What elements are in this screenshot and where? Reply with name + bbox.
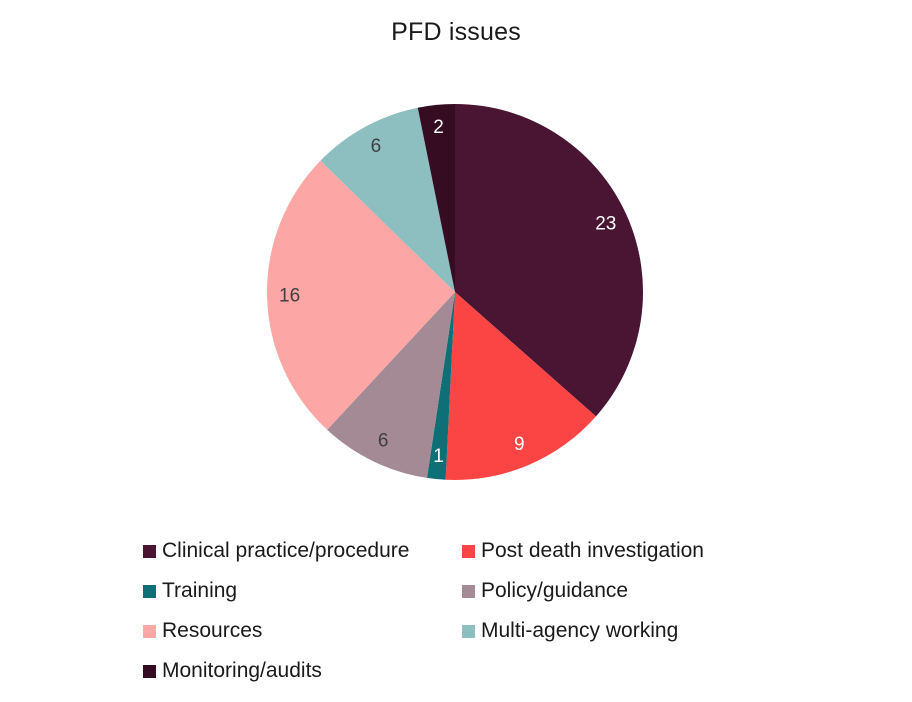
legend-item-policy-guidance: Policy/guidance: [462, 571, 792, 611]
legend-item-multi-agency-working: Multi-agency working: [462, 611, 792, 651]
legend-item-monitoring-audits: Monitoring/audits: [143, 651, 462, 691]
legend-swatch-icon: [143, 624, 156, 638]
legend-label: Clinical practice/procedure: [162, 539, 410, 562]
pie-data-label-resources: 16: [279, 286, 300, 307]
legend-label: Training: [162, 579, 238, 602]
pie-data-label-clinical-practice-procedure: 23: [595, 214, 616, 235]
legend-swatch-icon: [143, 664, 156, 678]
pie-slice-resources: [267, 160, 455, 430]
legend-label: Post death investigation: [481, 539, 704, 562]
pie-slice-training: [426, 292, 455, 480]
pie-slice-multi-agency-working: [320, 107, 455, 292]
pie-data-label-multi-agency-working: 6: [371, 136, 382, 157]
legend-item-clinical-practice-procedure: Clinical practice/procedure: [143, 531, 462, 571]
legend-swatch-icon: [462, 624, 475, 638]
legend-item-training: Training: [143, 571, 462, 611]
legend-swatch-icon: [462, 544, 475, 558]
pie-data-label-post-death-investigation: 9: [514, 434, 525, 455]
legend: Clinical practice/procedure Post death in…: [143, 531, 792, 691]
legend-swatch-icon: [143, 584, 156, 598]
pie-slice-clinical-practice-procedure: [455, 104, 644, 417]
legend-label: Policy/guidance: [481, 579, 629, 602]
pie-data-label-monitoring-audits: 2: [433, 117, 444, 138]
legend-item-resources: Resources: [143, 611, 462, 651]
chart-title: PFD issues: [391, 18, 521, 46]
pie-slice-policy-guidance: [327, 292, 455, 478]
legend-item-post-death-investigation: Post death investigation: [462, 531, 792, 571]
legend-label: Multi-agency working: [481, 619, 679, 642]
legend-label: Monitoring/audits: [162, 659, 322, 682]
pie-data-label-training: 1: [433, 446, 444, 467]
legend-label: Resources: [162, 619, 263, 642]
legend-swatch-icon: [462, 584, 475, 598]
pie-data-label-policy-guidance: 6: [378, 431, 389, 452]
pie-slice-monitoring-audits: [417, 104, 455, 292]
pie-slice-post-death-investigation: [445, 292, 596, 481]
legend-swatch-icon: [143, 544, 156, 558]
